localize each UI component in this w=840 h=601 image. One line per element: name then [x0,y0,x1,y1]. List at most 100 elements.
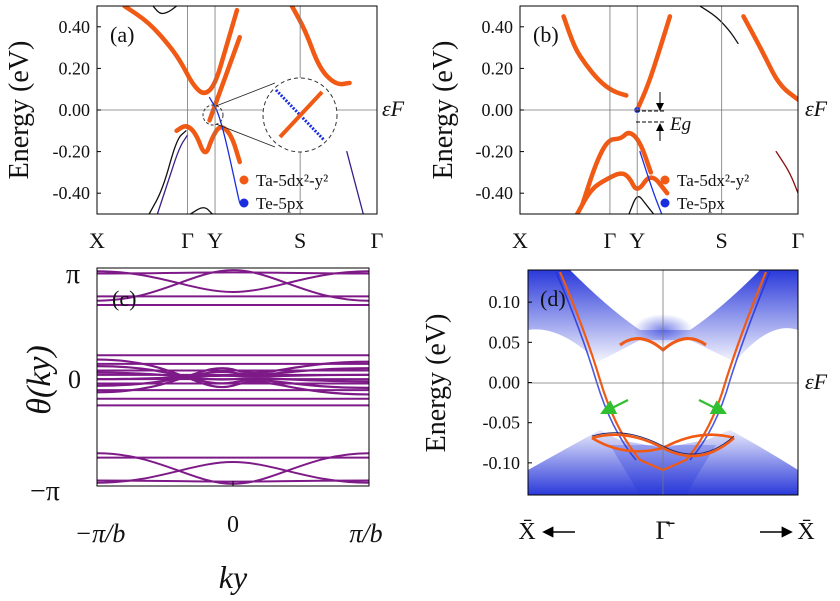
wilson-arc [96,461,370,484]
panel-d-label: (d) [540,286,566,311]
panel-c-wilson-loops [96,269,370,486]
surface-band-shadow [555,271,637,461]
ytick-label: -0.20 [53,142,91,162]
surface-band-shadow [689,271,771,461]
band-line [580,130,654,206]
panel-d-ylabel: Energy (eV) [421,314,452,453]
bulk-upper-region [528,270,798,362]
wilson-crossing-band [96,373,370,381]
wilson-crossing-band [96,358,370,396]
band-line [152,6,178,15]
band-line [699,6,739,45]
band-line [174,124,242,165]
panel-d-xlabels: X̄ Γ̄ X̄ [518,516,814,545]
ytick-label: -0.05 [483,413,521,433]
panel-b-label: (b) [533,22,559,47]
ytick-zero: 0 [68,365,81,394]
legend-label: Ta-5dx²-y² [256,171,328,190]
ytick-label: 0.20 [482,58,514,78]
ytick-label: 0.10 [489,292,521,312]
legend-label: Te-5px [256,194,304,213]
kpoint-label: X [89,228,105,253]
kpoint-label: S [716,228,728,253]
panel-c-yticks: π 0 −π [30,259,81,507]
panel-a-legend: Ta-5dx²-y² Te-5px [239,171,328,213]
legend-marker [660,198,670,208]
kpoint-label: Γ [181,228,194,253]
panel-a: (a) 0.40 0.20 0.00 -0.20 -0.40 Energy (eV) X… [4,5,405,253]
gap-label: Eg [669,114,691,135]
panel-c-ylabel: θ(ky) [21,345,58,415]
panel-c-label: (c) [112,286,136,311]
inset-connector [215,82,276,107]
inset-ta-band [278,90,324,139]
kpoint-label: Γ [604,228,617,253]
band-line [189,207,213,214]
kpoint-label: X [512,228,528,253]
band-line [775,150,798,194]
band-line [207,34,242,123]
inset-connector [215,123,276,148]
panel-b-guides [520,6,798,214]
panel-c-xlabel: ky [219,559,248,595]
panel-a-fermi-label: εF [382,96,405,121]
band-line [628,196,655,214]
panel-c-xticks: −π/b 0 π/b [75,512,383,548]
band-line [741,14,798,102]
panel-b-legend: Ta-5dx²-y² Te-5px [660,171,749,213]
panel-a-bands [122,6,364,214]
legend-label: Ta-5dx²-y² [677,171,749,190]
ytick-label: -0.10 [483,453,521,473]
band-line [148,130,187,214]
panel-d-fermi-label: εF [805,369,828,394]
panel-c: (c) π 0 −π θ(ky) −π/b 0 π/b ky [21,259,383,595]
ytick-label: -0.40 [53,183,91,203]
panel-d: (d) 0.10 0.05 0.00 -0.05 -0.10 Energy (eV) ε… [421,269,828,545]
band-line [208,96,241,205]
ytick-label: 0.00 [489,373,521,393]
band-line [156,134,189,214]
ytick-minus-pi: −π [30,476,60,507]
kpoint-label: Y [207,228,223,253]
panel-b-ylabel: Energy (eV) [428,41,459,180]
ytick-label: 0.20 [59,58,91,78]
ytick-label: 0.05 [489,332,521,352]
band-line [574,171,670,214]
kpoint-label: S [294,228,306,253]
panel-b-bands [561,6,798,214]
inset-source-circle [202,104,224,126]
xtick-zero: 0 [227,512,239,538]
legend-marker [239,175,249,185]
panel-a-ylabel: Energy (eV) [4,41,35,180]
band-line [122,6,240,96]
panel-a-yticks: 0.40 0.20 0.00 -0.20 -0.40 [53,17,101,203]
xlabel-xbar-right: X̄ [797,519,814,545]
ytick-label: 0.00 [482,100,514,120]
panel-d-yticks: 0.10 0.05 0.00 -0.05 -0.10 [483,292,532,473]
xlabel-xbar-left: X̄ [518,519,535,545]
ytick-label: 0.40 [482,17,514,37]
ytick-label: 0.00 [59,100,91,120]
wilson-crossing-band [96,367,370,387]
kpoint-label: Y [629,228,645,253]
kpoint-label: Γ [371,228,384,253]
inset-te-band [274,88,326,142]
band-line [634,14,673,113]
panel-b-yticks: 0.40 0.20 0.00 -0.20 -0.40 [476,17,524,203]
wilson-arc [96,269,370,302]
panel-a-inset [202,77,338,153]
ytick-pi: π [66,259,80,290]
surface-state-arrow-left [600,399,629,414]
legend-marker [239,198,249,208]
band-line [346,150,364,214]
band-line [561,14,629,98]
wilson-crossing-band [96,360,370,394]
ytick-label: -0.20 [476,142,514,162]
surface-state-arrow-right [698,399,727,414]
panel-a-label: (a) [110,22,134,47]
xtick-pi-b: π/b [349,519,382,548]
ytick-label: 0.40 [59,17,91,37]
